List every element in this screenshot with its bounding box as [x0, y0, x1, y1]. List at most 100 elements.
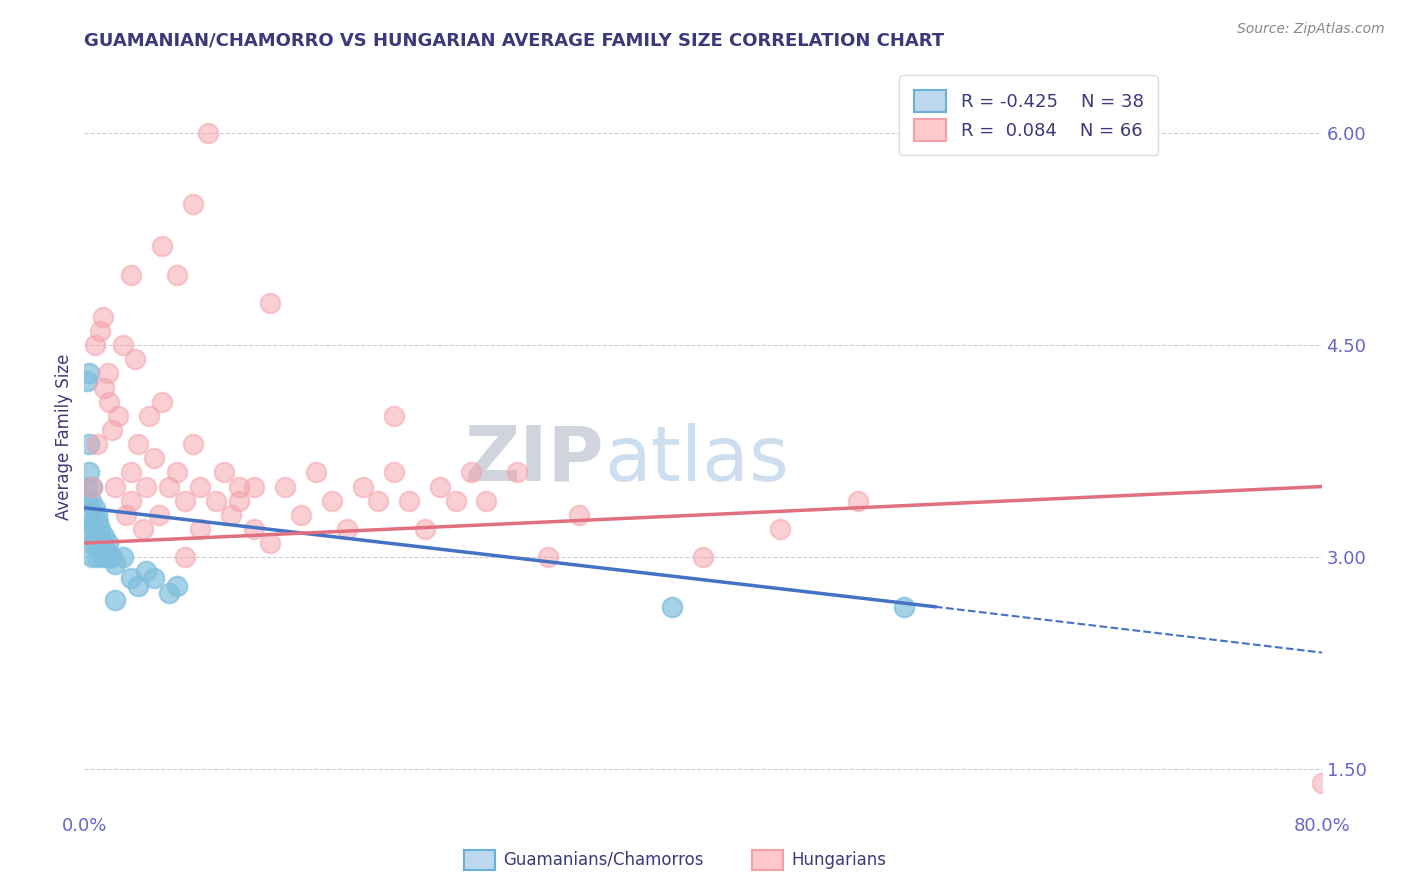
Point: [212, 466, 235, 480]
Point: [197, 126, 219, 140]
Text: Guamanians/Chamorros: Guamanians/Chamorros: [503, 851, 704, 869]
Point: [104, 592, 127, 607]
Point: [166, 466, 188, 480]
Point: [321, 493, 343, 508]
Point: [181, 196, 204, 211]
Point: [124, 352, 146, 367]
Point: [228, 493, 250, 508]
Point: [150, 394, 173, 409]
Point: [159, 479, 180, 493]
Point: [537, 550, 560, 565]
Point: [91, 310, 114, 324]
Point: [77, 466, 100, 480]
Point: [94, 543, 117, 558]
Point: [138, 409, 160, 423]
Point: [82, 479, 104, 493]
Text: GUAMANIAN/CHAMORRO VS HUNGARIAN AVERAGE FAMILY SIZE CORRELATION CHART: GUAMANIAN/CHAMORRO VS HUNGARIAN AVERAGE …: [84, 32, 945, 50]
Point: [79, 493, 101, 508]
Legend: R = -0.425    N = 38, R =  0.084    N = 66: R = -0.425 N = 38, R = 0.084 N = 66: [900, 75, 1159, 155]
Point: [219, 508, 242, 522]
Point: [259, 536, 281, 550]
Point: [82, 479, 104, 493]
Point: [429, 479, 451, 493]
Point: [132, 522, 155, 536]
Point: [82, 536, 104, 550]
Point: [135, 565, 157, 579]
Point: [84, 338, 107, 352]
Point: [120, 493, 142, 508]
Point: [93, 529, 115, 543]
Point: [174, 550, 197, 565]
Point: [77, 367, 100, 381]
Point: [98, 394, 121, 409]
Text: atlas: atlas: [605, 423, 789, 497]
Point: [148, 508, 170, 522]
Point: [120, 268, 142, 282]
Point: [120, 571, 142, 585]
Point: [86, 550, 108, 565]
Point: [127, 437, 149, 451]
Point: [228, 479, 250, 493]
Point: [188, 479, 211, 493]
Point: [91, 550, 114, 565]
Point: [96, 367, 118, 381]
Point: [769, 522, 792, 536]
Point: [1310, 776, 1333, 790]
Point: [112, 338, 135, 352]
Point: [87, 515, 110, 529]
Point: [336, 522, 359, 536]
Point: [77, 437, 100, 451]
Point: [127, 578, 149, 592]
Point: [107, 409, 129, 423]
Point: [661, 599, 683, 614]
Y-axis label: Average Family Size: Average Family Size: [55, 354, 73, 520]
Point: [83, 522, 105, 536]
Point: [89, 522, 111, 536]
Point: [181, 437, 204, 451]
Point: [274, 479, 297, 493]
Point: [143, 451, 166, 466]
Point: [475, 493, 498, 508]
Point: [75, 493, 97, 508]
Point: [506, 466, 529, 480]
Point: [89, 324, 111, 338]
Point: [101, 423, 124, 437]
Point: [84, 536, 107, 550]
Point: [413, 522, 436, 536]
Point: [174, 493, 197, 508]
Point: [90, 536, 112, 550]
Point: [135, 479, 157, 493]
Text: Hungarians: Hungarians: [792, 851, 887, 869]
Point: [76, 522, 98, 536]
Point: [98, 550, 121, 565]
Point: [205, 493, 228, 508]
Point: [382, 466, 405, 480]
Point: [76, 374, 98, 388]
Point: [398, 493, 420, 508]
Point: [143, 571, 166, 585]
Point: [112, 550, 135, 565]
Point: [305, 466, 328, 480]
Point: [84, 500, 107, 515]
Point: [382, 409, 405, 423]
Point: [166, 268, 188, 282]
Point: [115, 508, 138, 522]
Point: [93, 381, 115, 395]
Point: [166, 578, 188, 592]
Point: [86, 508, 108, 522]
Point: [893, 599, 915, 614]
Point: [568, 508, 591, 522]
Point: [846, 493, 869, 508]
Point: [243, 522, 266, 536]
Text: ZIP: ZIP: [464, 423, 605, 497]
Point: [290, 508, 312, 522]
Point: [96, 536, 118, 550]
Point: [352, 479, 374, 493]
Point: [77, 508, 100, 522]
Point: [86, 437, 108, 451]
Point: [159, 585, 180, 599]
Point: [243, 479, 266, 493]
Point: [79, 515, 101, 529]
Point: [367, 493, 389, 508]
Text: Source: ZipAtlas.com: Source: ZipAtlas.com: [1237, 22, 1385, 37]
